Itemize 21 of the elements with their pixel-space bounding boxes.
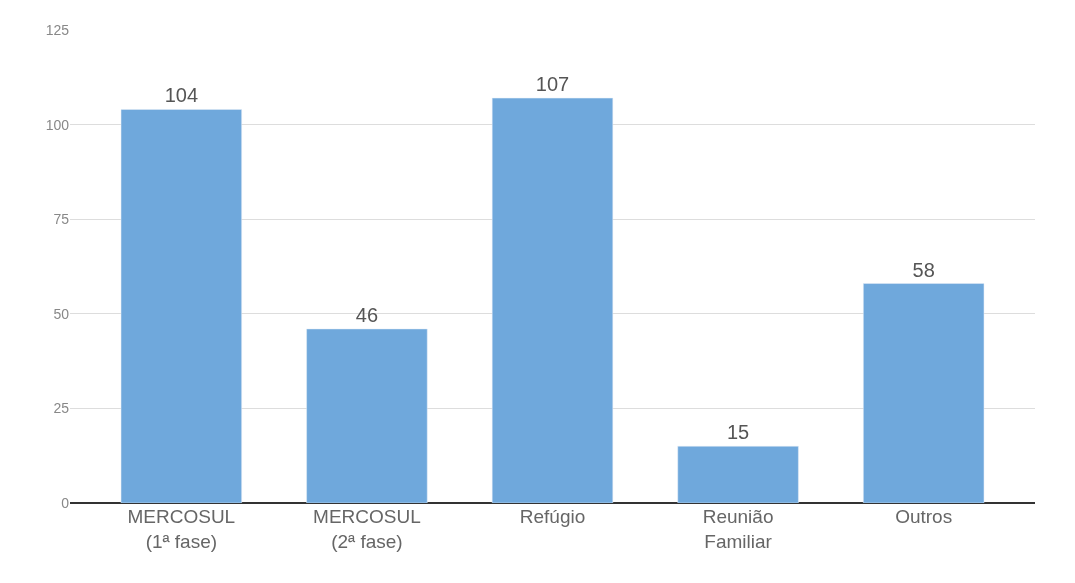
bar	[120, 109, 242, 503]
y-tick-label: 0	[61, 494, 70, 511]
y-tick-label: 25	[53, 400, 70, 417]
bar	[677, 445, 799, 503]
y-tick-label: 100	[45, 116, 70, 133]
y-tick-label: 75	[53, 211, 70, 228]
x-tick-label: Refúgio	[519, 506, 586, 527]
y-tick-label: 125	[45, 21, 70, 38]
data-label: 58	[912, 258, 935, 281]
x-tick-label: Reunião Familiar	[702, 506, 774, 552]
x-tick-label: Outros	[895, 506, 953, 527]
y-tick-label: 50	[53, 305, 70, 322]
data-label: 107	[535, 73, 570, 96]
x-tick-label: MERCOSUL (2ª fase)	[313, 506, 421, 552]
bar	[306, 328, 428, 503]
data-label: 104	[164, 84, 199, 107]
bar	[491, 97, 614, 503]
bar	[863, 283, 985, 503]
data-label: 46	[355, 303, 379, 326]
x-tick-label: MERCOSUL (1ª fase)	[127, 506, 236, 552]
data-label: 15	[726, 421, 750, 444]
